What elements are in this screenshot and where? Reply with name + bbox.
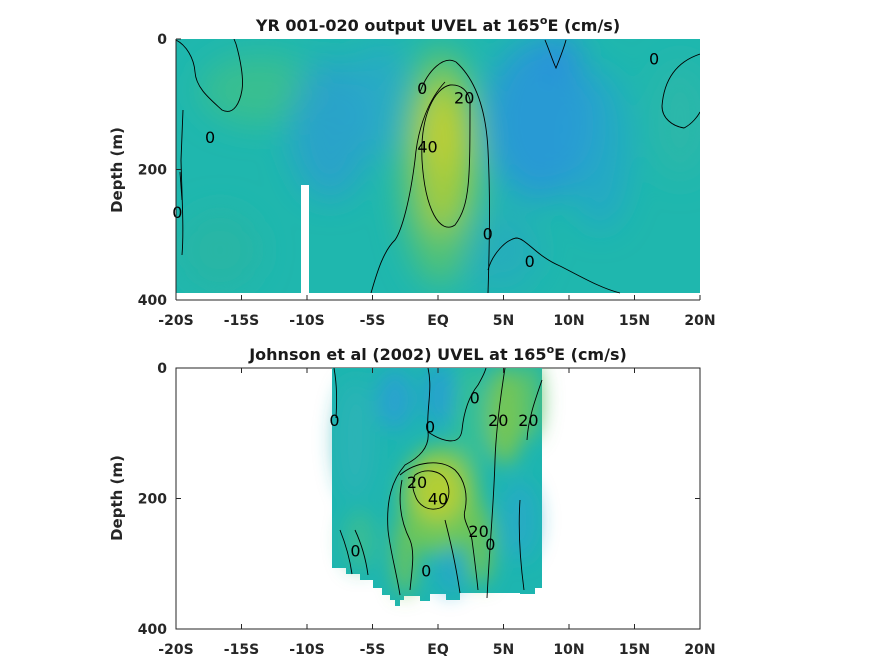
x-tick-label: EQ	[427, 642, 449, 656]
chart-title-model: YR 001-020 output UVEL at 165oE (cm/s)	[255, 14, 620, 35]
x-tick-label: -5S	[360, 313, 386, 329]
contour-label: 0	[525, 252, 535, 271]
x-tick-label: EQ	[427, 313, 449, 329]
x-ticks-model: -20S -15S -10S -5S EQ 5N 10N 15N 20N	[158, 295, 716, 329]
contour-label: 20	[468, 522, 488, 541]
contour-label: 0	[421, 561, 431, 580]
missing-data-stripe	[301, 185, 309, 293]
contour-label: 0	[425, 418, 435, 437]
x-tick-label: 20N	[684, 642, 715, 656]
chart-panel-model: YR 001-020 output UVEL at 165oE (cm/s)	[108, 14, 716, 329]
y-tick-label: 0	[157, 361, 167, 377]
y-tick-label: 200	[138, 163, 167, 179]
x-tick-label: 15N	[619, 313, 650, 329]
x-tick-label: -15S	[224, 313, 259, 329]
x-tick-label: 10N	[553, 313, 584, 329]
contour-label: 0	[649, 50, 659, 69]
contour-label: 0	[350, 542, 360, 561]
contour-lines-observations	[333, 368, 543, 599]
x-ticks-observations: -20S -15S -10S -5S EQ 5N 10N 15N 20N	[158, 368, 716, 656]
x-tick-label: -10S	[289, 642, 324, 656]
contour-label: 20	[407, 473, 427, 492]
x-tick-label: -10S	[289, 313, 324, 329]
contour-label: 0	[470, 388, 480, 407]
y-axis-label-observations: Depth (m)	[108, 455, 126, 541]
contour-label: 0	[172, 203, 182, 222]
x-tick-label: 5N	[493, 642, 514, 656]
chart-title-observations: Johnson et al (2002) UVEL at 165oE (cm/s…	[248, 343, 627, 364]
contour-label: 20	[518, 411, 538, 430]
x-tick-label: 10N	[553, 642, 584, 656]
y-tick-label: 0	[157, 32, 167, 48]
contour-labels-model: 0 0 0 20 40 0 0 0	[172, 50, 659, 271]
y-ticks-model: 0 200 400	[138, 32, 181, 309]
contour-label: 0	[205, 128, 215, 147]
y-tick-label: 400	[138, 293, 167, 309]
contour-label: 0	[329, 411, 339, 430]
velocity-field-observations	[332, 368, 542, 606]
contour-label: 20	[454, 89, 474, 108]
x-tick-label: 15N	[619, 642, 650, 656]
x-tick-label: -20S	[158, 313, 193, 329]
contour-label: 40	[428, 490, 448, 509]
y-axis-label-model: Depth (m)	[108, 127, 126, 213]
y-tick-label: 200	[138, 492, 167, 508]
chart-panel-observations: Johnson et al (2002) UVEL at 165oE (cm/s…	[108, 343, 716, 656]
contour-label: 0	[483, 224, 493, 243]
y-tick-label: 400	[138, 622, 167, 638]
velocity-field-model	[176, 39, 700, 293]
x-tick-label: 20N	[684, 313, 715, 329]
x-tick-label: 5N	[493, 313, 514, 329]
x-tick-label: -20S	[158, 642, 193, 656]
x-tick-label: -5S	[360, 642, 386, 656]
contour-lines-model	[176, 39, 700, 294]
contour-label: 20	[488, 411, 508, 430]
contour-label: 40	[417, 138, 437, 157]
contour-label: 0	[417, 79, 427, 98]
contour-label: 0	[485, 535, 495, 554]
x-tick-label: -15S	[224, 642, 259, 656]
